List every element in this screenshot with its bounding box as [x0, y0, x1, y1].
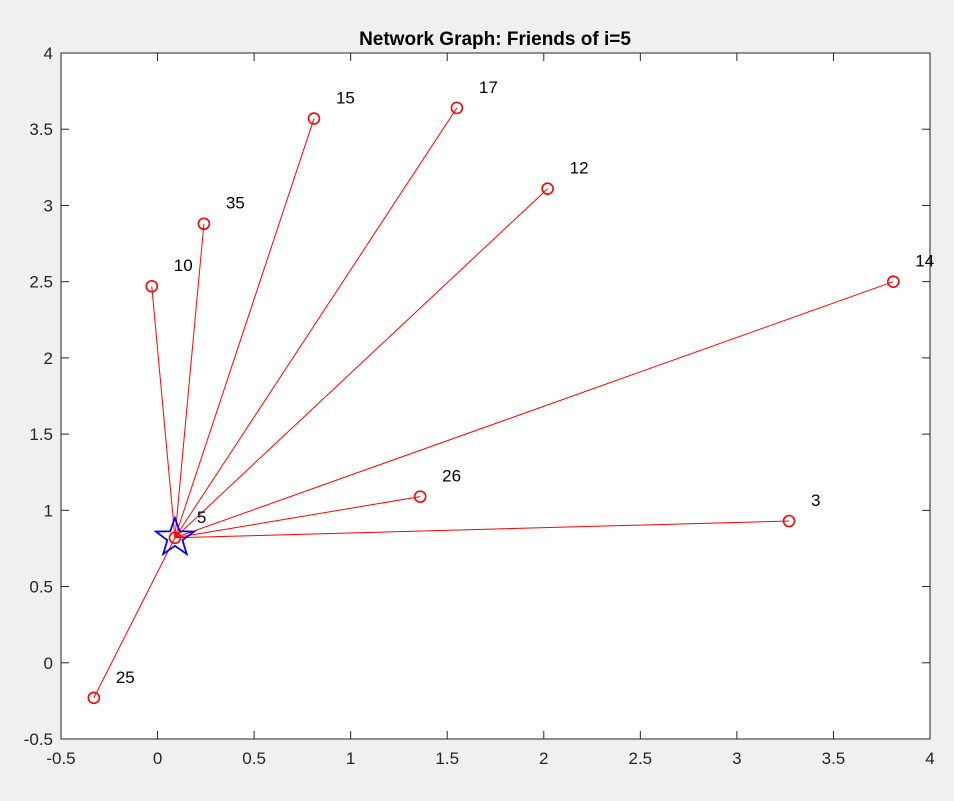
friend-node-14: [887, 275, 900, 288]
edges-layer: [93, 107, 894, 699]
edge-5-12: [174, 188, 548, 539]
node-label-15: 15: [336, 89, 355, 108]
x-tick-label: 2: [539, 749, 548, 768]
x-axis: -0.5 0 0.5 1 1.5 2 2.5 3 3.5 4: [46, 53, 935, 768]
y-tick-label: 4: [44, 44, 53, 63]
edge-5-17: [174, 107, 458, 539]
edge-5-26: [174, 496, 421, 539]
plot-area: [60, 52, 931, 740]
x-tick-label: 4: [925, 749, 934, 768]
x-tick-label: 0: [153, 749, 162, 768]
y-tick-label: 1: [44, 501, 53, 520]
friend-node-17: [450, 101, 464, 115]
node-label-26: 26: [442, 467, 461, 486]
node-label-35: 35: [226, 194, 245, 213]
center-node-marker: [168, 531, 182, 545]
x-tick-label: 2.5: [629, 749, 653, 768]
x-tick-label: 1: [346, 749, 355, 768]
node-labels-layer: 3 10 12 14 15 17 25 26 35 5: [116, 78, 934, 687]
friend-node-25: [87, 691, 101, 705]
edge-5-10: [151, 286, 176, 538]
friend-node-15: [307, 112, 321, 125]
y-tick-label: 2: [44, 349, 53, 368]
y-tick-label: 3: [44, 196, 53, 215]
x-tick-label: 3.5: [822, 749, 846, 768]
y-axis: -0.5 0 0.5 1 1.5 2 2.5 3 3.5 4: [24, 44, 930, 749]
node-label-25: 25: [116, 668, 135, 687]
y-tick-label: -0.5: [24, 730, 53, 749]
edge-5-25: [93, 537, 176, 699]
y-tick-label: 2.5: [29, 273, 53, 292]
node-label-12: 12: [570, 159, 589, 178]
chart-title: Network Graph: Friends of i=5: [359, 29, 631, 50]
node-label-10: 10: [174, 256, 193, 275]
center-star-marker: [153, 515, 197, 557]
friend-node-3: [782, 514, 796, 528]
edge-5-35: [174, 223, 205, 538]
center-node-label: 5: [197, 508, 206, 527]
edge-5-3: [174, 520, 790, 539]
y-tick-label: 3.5: [29, 120, 53, 139]
node-label-14: 14: [915, 252, 934, 271]
nodes-layer: [87, 101, 900, 705]
friend-node-26: [413, 490, 427, 503]
y-tick-label: 0.5: [29, 578, 53, 597]
x-tick-label: 1.5: [435, 749, 459, 768]
friend-node-10: [145, 279, 159, 293]
friend-node-12: [541, 182, 554, 195]
node-label-3: 3: [811, 491, 820, 510]
edge-5-15: [174, 118, 315, 538]
x-tick-label: 3: [732, 749, 741, 768]
y-tick-label: 0: [44, 654, 53, 673]
y-tick-label: 1.5: [29, 425, 53, 444]
friend-node-35: [197, 217, 211, 231]
x-tick-label: 0.5: [242, 749, 266, 768]
node-label-17: 17: [479, 78, 498, 97]
edge-5-14: [174, 281, 894, 539]
x-tick-label: -0.5: [46, 749, 75, 768]
